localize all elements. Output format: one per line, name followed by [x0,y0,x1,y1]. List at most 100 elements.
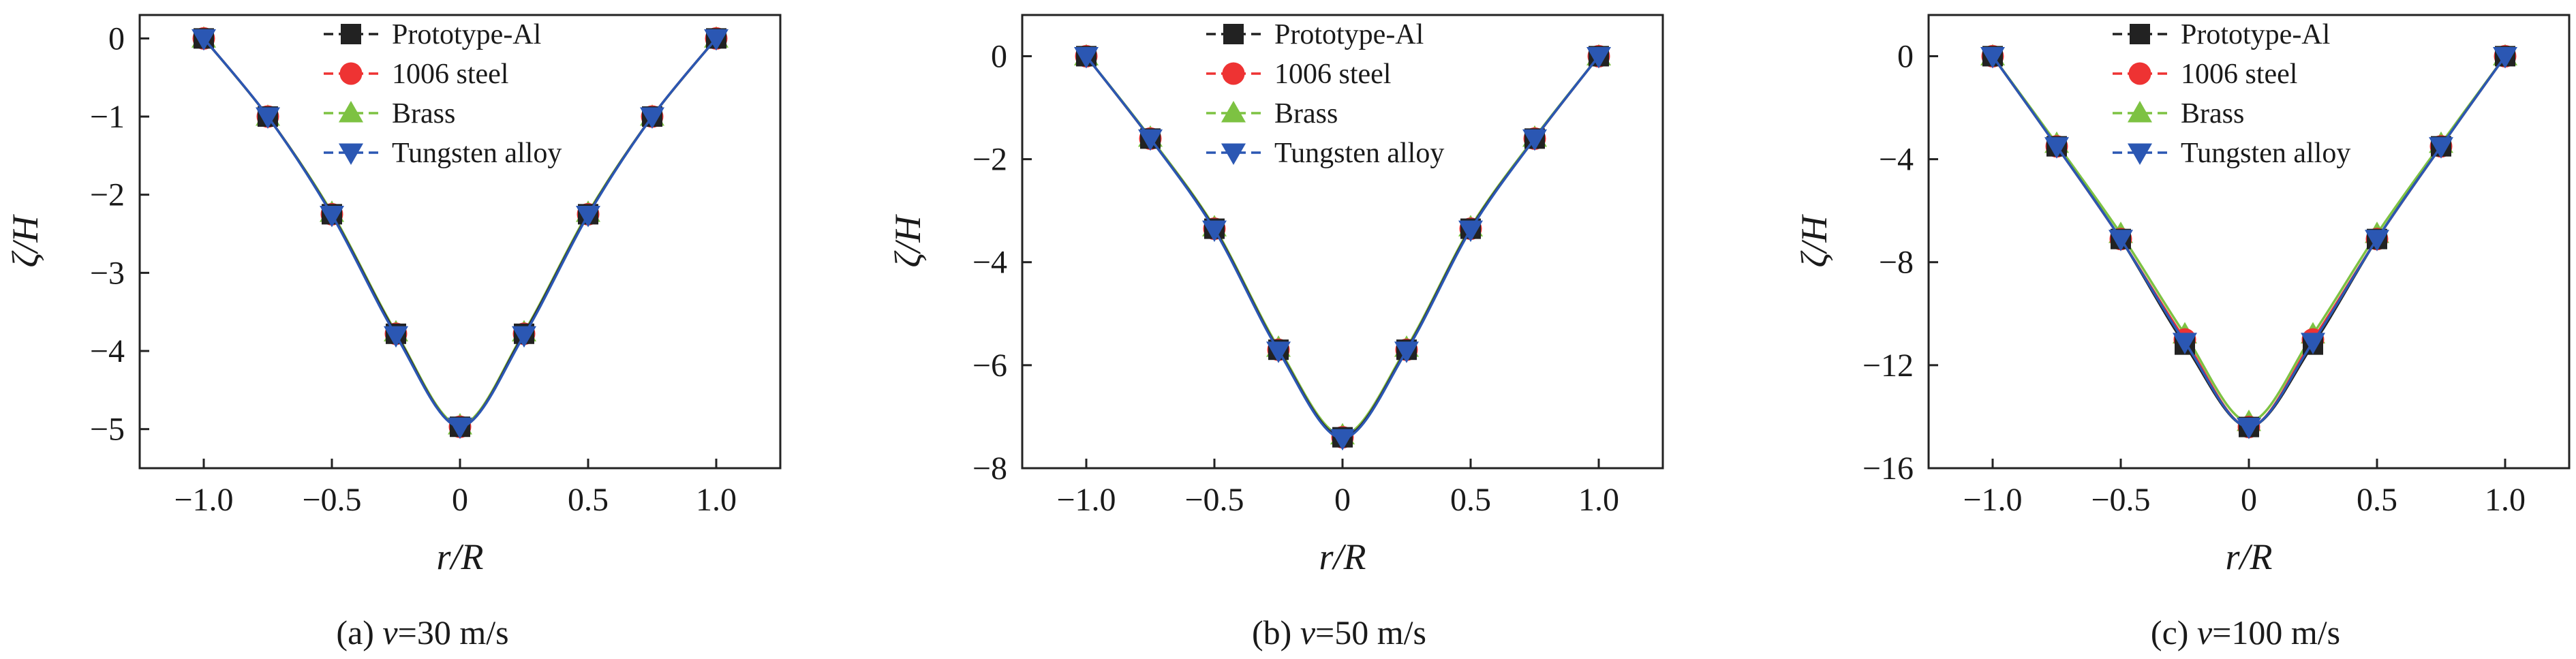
data-point [2301,333,2325,354]
legend-marker [1223,24,1244,44]
chart-panel-1: −1.0 −0.5 0 0.5 1.0 0 −1 −2 −3 −4 −5 r/R ζ/H Prototyp… [5,14,782,577]
legend-marker [1221,101,1246,123]
series-line [1085,55,1600,439]
panel-caption-1: (a) v=30 m/s [336,613,508,652]
y-tick-label: −16 [1862,450,1914,487]
x-tick-label: 1.0 [696,482,737,518]
y-tick-label: −5 [90,412,125,448]
data-point [2429,137,2453,159]
legend-label: 1006 steel [1274,59,1391,90]
series-line [1085,55,1600,440]
data-point [1266,341,1291,363]
series-line [202,37,718,428]
data-point [2365,230,2389,251]
x-tick-label: −1.0 [1056,482,1116,518]
data-point [704,29,729,51]
series-line [1991,55,2506,429]
data-point [640,107,664,129]
data-point [448,417,472,440]
y-tick-label: 0 [108,20,125,57]
data-point [384,326,408,348]
legend-marker [339,101,363,123]
y-tick-label: −6 [972,348,1007,384]
data-point [512,326,536,348]
series-1006-steel [1075,44,1610,449]
legend: Prototype-Al 1006 steel Brass Tungsten allo… [1206,19,1444,169]
legend-label: Prototype-Al [392,19,541,50]
legend-marker [1221,143,1246,165]
x-tick-label: 1.0 [1578,482,1619,518]
series-line [1085,55,1600,439]
x-tick-label: −0.5 [1184,482,1244,518]
x-tick-label: −1.0 [174,482,233,518]
x-tick-label: 0 [1334,482,1351,518]
legend-label: Tungsten alloy [2181,138,2350,169]
series-line [202,37,718,428]
data-point [256,107,280,129]
panel-caption-3: (c) v=100 m/s [2151,613,2340,652]
series-tungsten-alloy [191,29,729,440]
x-tick-label: −0.5 [2091,482,2150,518]
data-point [191,29,216,51]
series-prototype-al [1982,46,2515,438]
x-tick-label: 0 [452,482,468,518]
y-tick-label: 0 [991,38,1007,74]
x-axis-label: r/R [1319,536,1366,577]
y-axis-label: ζ/H [5,214,46,268]
data-point [2173,333,2197,354]
y-axis-label: ζ/H [887,214,928,268]
series-1006-steel [1981,44,2517,439]
x-tick-label: 0.5 [1450,482,1491,518]
series-brass [1980,44,2517,431]
legend-marker [1222,62,1245,85]
data-point [1330,429,1355,451]
y-axis-label: ζ/H [1794,214,1835,268]
y-tick-label: −3 [90,255,125,291]
data-point [1138,129,1163,151]
legend-label: Brass [2181,98,2244,129]
legend: Prototype-Al 1006 steel Brass Tungsten allo… [2113,19,2350,169]
x-tick-label: 0.5 [568,482,609,518]
data-point [1202,220,1227,243]
data-point [1586,46,1611,69]
legend: Prototype-Al 1006 steel Brass Tungsten allo… [324,19,562,169]
x-tick-label: −1.0 [1963,482,2022,518]
series-prototype-al [1076,46,1609,448]
x-tick-label: 1.0 [2485,482,2526,518]
legend-label: Brass [392,98,455,129]
chart-panel-2: −1.0 −0.5 0 0.5 1.0 0 −2 −4 −6 −8 r/R ζ/H Prototype-… [887,14,1664,577]
series-line [202,37,718,427]
data-point [2493,46,2517,69]
x-axis-label: r/R [2225,536,2272,577]
legend-label: Tungsten alloy [1274,138,1444,169]
legend-label: Prototype-Al [1274,19,1424,50]
data-point [320,206,344,228]
legend-label: Tungsten alloy [392,138,562,169]
legend-marker [2128,62,2151,85]
legend-label: Prototype-Al [2181,19,2330,50]
series-line [202,37,718,428]
y-tick-label: −12 [1862,348,1914,384]
data-point [1074,46,1099,69]
series-brass [1074,44,1611,445]
series-line [1991,55,2506,423]
y-tick-label: −8 [1879,245,1914,281]
data-point [1980,46,2005,69]
legend-marker [2130,24,2150,44]
data-point [576,206,600,228]
legend-marker [341,24,361,44]
legend-label: Brass [1274,98,1338,129]
legend-marker [339,62,363,85]
legend-marker [2128,143,2152,165]
series-line [1991,55,2506,429]
data-point [2237,418,2261,440]
y-tick-label: −2 [972,142,1007,178]
panel-caption-2: (b) v=50 m/s [1252,613,1426,652]
y-tick-label: −2 [90,177,125,213]
x-tick-label: 0 [2241,482,2257,518]
series-line [1085,55,1600,437]
y-tick-label: −4 [90,333,125,369]
data-point [1394,341,1419,363]
x-axis-label: r/R [436,536,483,577]
